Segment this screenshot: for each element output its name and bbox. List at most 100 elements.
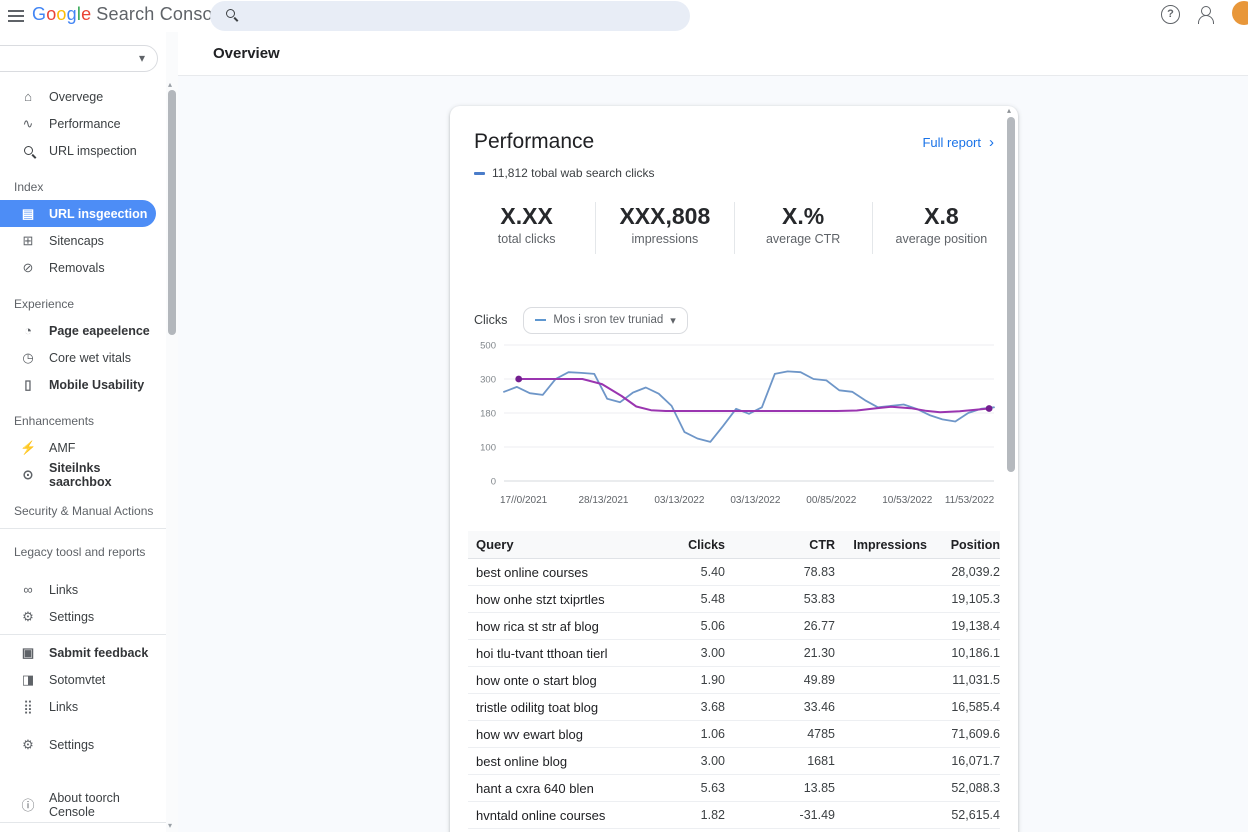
- table-row[interactable]: how onhe stzt txiprtles 5.48 53.83 19,105.3: [468, 586, 1000, 613]
- removals-icon: ⊘: [22, 259, 34, 275]
- page-title: Overview: [213, 45, 280, 62]
- sidebar-item-url-imspection[interactable]: URL imspection: [0, 137, 166, 164]
- y-axis-tick: 100: [480, 443, 496, 454]
- sitemaps-icon: ⊞: [22, 232, 34, 248]
- y-axis-tick: 500: [480, 341, 496, 352]
- table-row[interactable]: hoi tlu-tvant tthoan tierl 3.00 21.30 10,18…: [468, 640, 1000, 667]
- links2-icon: ⣿: [23, 698, 33, 714]
- scroll-down-icon[interactable]: ▾: [168, 821, 173, 830]
- table-row[interactable]: how wv ewart blog 1.06 4785 71,609.6: [468, 721, 1000, 748]
- sidebar-item-label: AMF: [49, 440, 76, 455]
- avatar[interactable]: [1232, 1, 1248, 25]
- stat-value: X.8: [924, 203, 959, 229]
- col-header-clicks[interactable]: Clicks: [688, 537, 725, 552]
- sidebar-divider: [0, 822, 166, 823]
- table-row[interactable]: how rica st str af blog 5.06 26.77 19,138.4: [468, 613, 1000, 640]
- table-row[interactable]: hvntald online courses 1.82 -31.49 52,615.4: [468, 802, 1000, 829]
- clicks-cell: 5.40: [700, 565, 725, 579]
- y-axis-tick: 300: [480, 375, 496, 386]
- sidebar-item-core-wet-vitals[interactable]: ◷ Core wet vitals: [0, 344, 166, 371]
- sidebar-item-siteilnks-saarchbox[interactable]: ⊙ Siteilnks saarchbox: [0, 461, 166, 489]
- sidebar-spacer: [0, 72, 166, 83]
- compare-dropdown[interactable]: Mos i sron tev truniad ▾: [523, 306, 688, 334]
- sidebar-item-amf[interactable]: ⚡ AMF: [0, 434, 166, 461]
- position-cell: 10,186.1: [951, 646, 1000, 660]
- position-cell: 11,031.5: [952, 673, 1000, 687]
- sidebar-item-sotomvtet[interactable]: ◨ Sotomvtet: [0, 666, 166, 693]
- ctr-cell: 78.83: [803, 565, 835, 579]
- col-header-ctr[interactable]: CTR: [809, 537, 835, 552]
- sidebar-scrollbar[interactable]: ▴ ▾: [166, 32, 178, 832]
- position-cell: 52,088.3: [951, 781, 1000, 795]
- compare-series-dot: [985, 405, 993, 412]
- help-icon[interactable]: ?: [1161, 5, 1180, 24]
- x-axis-label: 10/53/2022: [882, 495, 933, 506]
- sidebar-item-sabmit-feedback[interactable]: ▣ Sabmit feedback: [0, 639, 166, 666]
- stat-value: XXX,808: [619, 203, 711, 229]
- sidebar-item-url-insgeection[interactable]: ▤ URL insgeection: [0, 200, 156, 227]
- sidebar-item-mobile-usability[interactable]: ▯ Mobile Usability: [0, 371, 166, 398]
- hamburger-menu-icon[interactable]: [8, 9, 24, 23]
- scroll-up-icon[interactable]: ▴: [168, 80, 173, 89]
- sidebar-item-removals[interactable]: ⊘ Removals: [0, 254, 166, 281]
- sitelinks-icon: ⊙: [22, 466, 34, 482]
- full-report-link[interactable]: Full report ›: [922, 134, 994, 151]
- position-cell: 16,585.4: [951, 700, 1000, 714]
- clicks-cell: 3.00: [700, 754, 725, 768]
- stat-impressions: XXX,808 impressions: [595, 202, 733, 254]
- table-row[interactable]: tristle odilitg toat blog 3.68 33.46 16,585…: [468, 694, 1000, 721]
- sidebar-scrollbar-thumb[interactable]: [168, 90, 176, 335]
- property-selector[interactable]: ▾: [0, 45, 158, 72]
- clicks-cell: 1.06: [700, 727, 725, 741]
- account-icon[interactable]: [1196, 5, 1214, 24]
- google-logo-text: Google: [32, 4, 92, 24]
- sidebar-item-about-toorch-censole[interactable]: ⓘ About toorch Censole: [0, 791, 166, 819]
- clicks-cell: 5.48: [700, 592, 725, 606]
- ctr-cell: 33.46: [803, 700, 835, 714]
- position-cell: 52,615.4: [951, 808, 1000, 822]
- chart-controls: Clicks Mos i sron tev truniad ▾: [474, 306, 994, 334]
- compare-series-dot: [515, 375, 523, 383]
- clicks-chart: 0 100 180 300 500 17//0/2021 28/13/2021 03/13/…: [464, 338, 1004, 511]
- query-cell: how onhe stzt txiprtles: [476, 591, 605, 607]
- table-header-row: Query Clicks CTR Impressions Position: [468, 531, 1000, 559]
- product-name: Search Console: [96, 4, 228, 24]
- y-axis-tick: 0: [491, 477, 496, 488]
- query-cell: how wv ewart blog: [476, 726, 583, 742]
- sidebar-section-enhancements: Enhancements: [14, 413, 95, 428]
- sidebar-item-sitencaps[interactable]: ⊞ Sitencaps: [0, 227, 166, 254]
- stat-total-clicks: X.XX total clicks: [458, 202, 595, 254]
- table-row[interactable]: how onte o start blog 1.90 49.89 11,031.5: [468, 667, 1000, 694]
- table-row[interactable]: best online courses 5.40 78.83 28,039.2: [468, 559, 1000, 586]
- topbar-search[interactable]: [210, 1, 690, 31]
- col-header-impressions[interactable]: Impressions: [853, 537, 927, 552]
- card-scrollbar[interactable]: ▴: [1006, 106, 1016, 832]
- sidebar-item-performance[interactable]: ∿ Performance: [0, 110, 166, 137]
- sidebar-item-links[interactable]: ⣿ Links: [0, 693, 166, 720]
- ctr-cell: 4785: [807, 727, 835, 741]
- sidebar: ▾ ⌂ Overvege ∿ Performance URL imspection Ind…: [0, 32, 166, 832]
- col-header-position[interactable]: Position: [950, 537, 1000, 552]
- about-icon: ⓘ: [21, 798, 35, 813]
- query-cell: how rica st str af blog: [476, 618, 599, 634]
- stat-label: average CTR: [765, 232, 841, 246]
- mobile-icon: ▯: [24, 376, 32, 392]
- scroll-up-icon[interactable]: ▴: [1007, 106, 1012, 115]
- sidebar-spacer: [0, 565, 166, 576]
- sidebar-item-label: Sotomvtet: [49, 672, 106, 687]
- col-header-query[interactable]: Query: [476, 537, 514, 552]
- search-input[interactable]: [246, 1, 676, 31]
- sidebar-item-page-eapeelence[interactable]: ◔ Page eapeelence: [0, 317, 166, 344]
- sidebar-item-overvege[interactable]: ⌂ Overvege: [0, 83, 166, 110]
- card-scrollbar-thumb[interactable]: [1007, 117, 1015, 472]
- app-logo[interactable]: Google Search Console: [32, 4, 227, 25]
- sidebar-section-legacy-toosl-and-reports: Legacy toosl and reports: [14, 544, 146, 559]
- sidebar-item-settings[interactable]: ⚙ Settings: [0, 603, 166, 630]
- x-axis-label: 11/53/2022: [944, 495, 995, 506]
- settings2-icon: ⚙: [22, 736, 34, 752]
- sidebar-item-links[interactable]: ∞ Links: [0, 576, 166, 603]
- table-row[interactable]: hant a cxra 640 blen 5.63 13.85 52,088.3: [468, 775, 1000, 802]
- home-icon: ⌂: [24, 89, 32, 104]
- sidebar-item-settings[interactable]: ⚙ Settings: [0, 731, 166, 758]
- table-row[interactable]: best online blog 3.00 1681 16,071.7: [468, 748, 1000, 775]
